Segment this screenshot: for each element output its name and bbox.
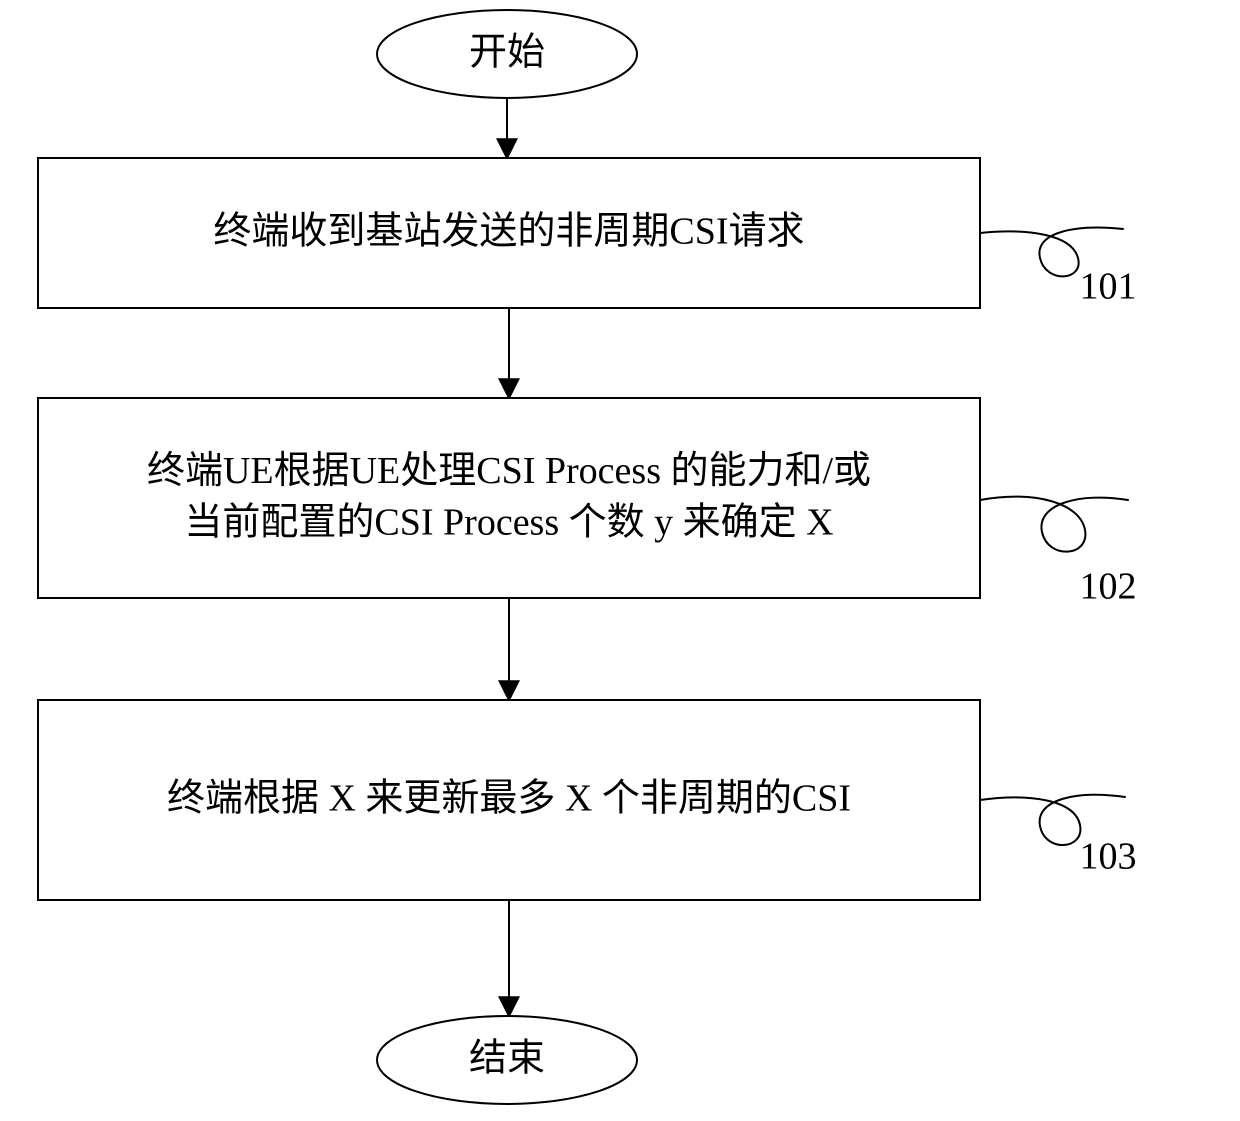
process-step2 <box>38 398 980 598</box>
process-step2-line-1: 当前配置的CSI Process 个数 y 来确定 X <box>184 501 833 543</box>
label-l2: 102 <box>1080 566 1137 608</box>
process-step1-line-0: 终端收到基站发送的非周期CSI请求 <box>213 211 804 253</box>
terminal-start-label: 开始 <box>469 32 545 74</box>
terminal-end-label: 结束 <box>469 1038 545 1080</box>
label-l3: 103 <box>1080 836 1137 878</box>
process-step2-line-0: 终端UE根据UE处理CSI Process 的能力和/或 <box>147 450 871 492</box>
process-step3-line-0: 终端根据 X 来更新最多 X 个非周期的CSI <box>167 778 851 820</box>
connector-c2 <box>980 497 1128 552</box>
label-l1: 101 <box>1080 266 1137 308</box>
